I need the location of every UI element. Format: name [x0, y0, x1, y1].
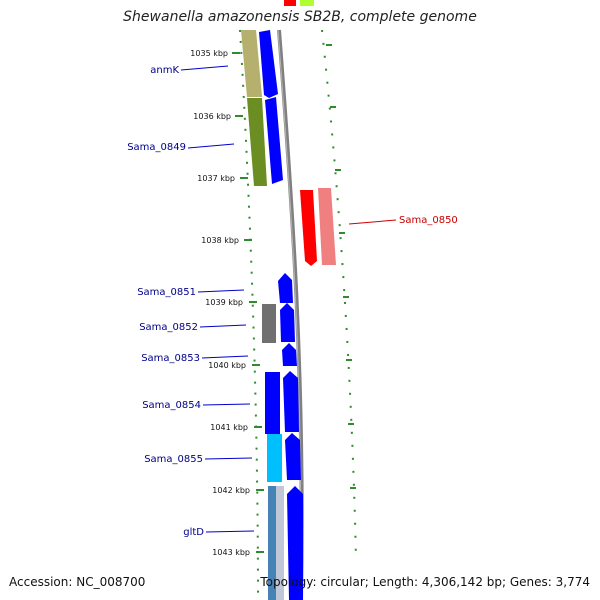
tick-label: 1042 kbp: [212, 486, 250, 495]
cog-anmK: [241, 30, 262, 97]
gene-label-Sama_0851: Sama_0851: [137, 287, 196, 298]
tick-label: 1037 kbp: [197, 174, 235, 183]
leader-Sama_0850: [348, 219, 397, 225]
leader-gltD: [205, 530, 255, 533]
tick-label: 1040 kbp: [208, 361, 246, 370]
gene-label-Sama_0854: Sama_0854: [142, 400, 201, 411]
cog-Sama_0849: [247, 98, 267, 186]
tick-label: 1036 kbp: [193, 112, 231, 121]
leader-Sama_0854: [202, 403, 251, 406]
tick-label: 1041 kbp: [210, 423, 248, 432]
gene-label-Sama_0850: Sama_0850: [399, 215, 458, 226]
gene-label-Sama_0855: Sama_0855: [144, 454, 203, 465]
gene-label-group: anmK Sama_0849 Sama_0850 Sama_0851 Sama_…: [127, 65, 458, 538]
gene-Sama_0851: [278, 273, 293, 303]
cog-Sama_0852: [262, 304, 276, 343]
leader-anmK: [180, 65, 229, 71]
gene-Sama_0853: [282, 343, 297, 366]
leader-Sama_0849: [187, 143, 235, 149]
tick-label: 1038 kbp: [201, 236, 239, 245]
label-leaders: [180, 65, 397, 533]
gene-anmK: [259, 30, 278, 98]
gene-Sama_0849: [265, 97, 283, 184]
tick-label: 1035 kbp: [190, 49, 228, 58]
tick-label: 1043 kbp: [212, 548, 250, 557]
gene-label-anmK: anmK: [150, 65, 179, 76]
gene-label-Sama_0852: Sama_0852: [139, 322, 198, 333]
tick-label: 1039 kbp: [205, 298, 243, 307]
cog-Sama_0855: [267, 434, 282, 482]
gene-top-green: [300, 0, 314, 6]
map-title: Shewanella amazonensis SB2B, complete ge…: [123, 9, 477, 25]
gene-Sama_0854: [283, 371, 299, 432]
gene-label-Sama_0853: Sama_0853: [141, 353, 200, 364]
gene-label-gltD: gltD: [183, 527, 204, 538]
genome-summary-text: Topology: circular; Length: 4,306,142 bp…: [260, 575, 590, 589]
leader-Sama_0852: [199, 324, 247, 328]
gene-Sama_0852: [280, 303, 295, 342]
accession-text: Accession: NC_008700: [9, 575, 146, 589]
tick-group: 1035 kbp 1036 kbp 1037 kbp 1038 kbp 1039…: [190, 44, 356, 557]
gene-Sama_0850: [300, 190, 317, 266]
gene-label-Sama_0849: Sama_0849: [127, 142, 186, 153]
cog-gltD: [268, 486, 276, 600]
cog-gltD-secondary: [276, 486, 284, 600]
cog-Sama_0854: [265, 372, 280, 434]
cog-Sama_0850: [318, 188, 336, 265]
gene-gltD: [287, 486, 303, 600]
gene-top-red: [284, 0, 296, 6]
leader-Sama_0855: [204, 457, 253, 460]
leader-Sama_0853: [201, 355, 249, 359]
outer-tick-ring: [321, 29, 357, 561]
gene-Sama_0855: [285, 433, 301, 480]
leader-Sama_0851: [197, 289, 245, 293]
